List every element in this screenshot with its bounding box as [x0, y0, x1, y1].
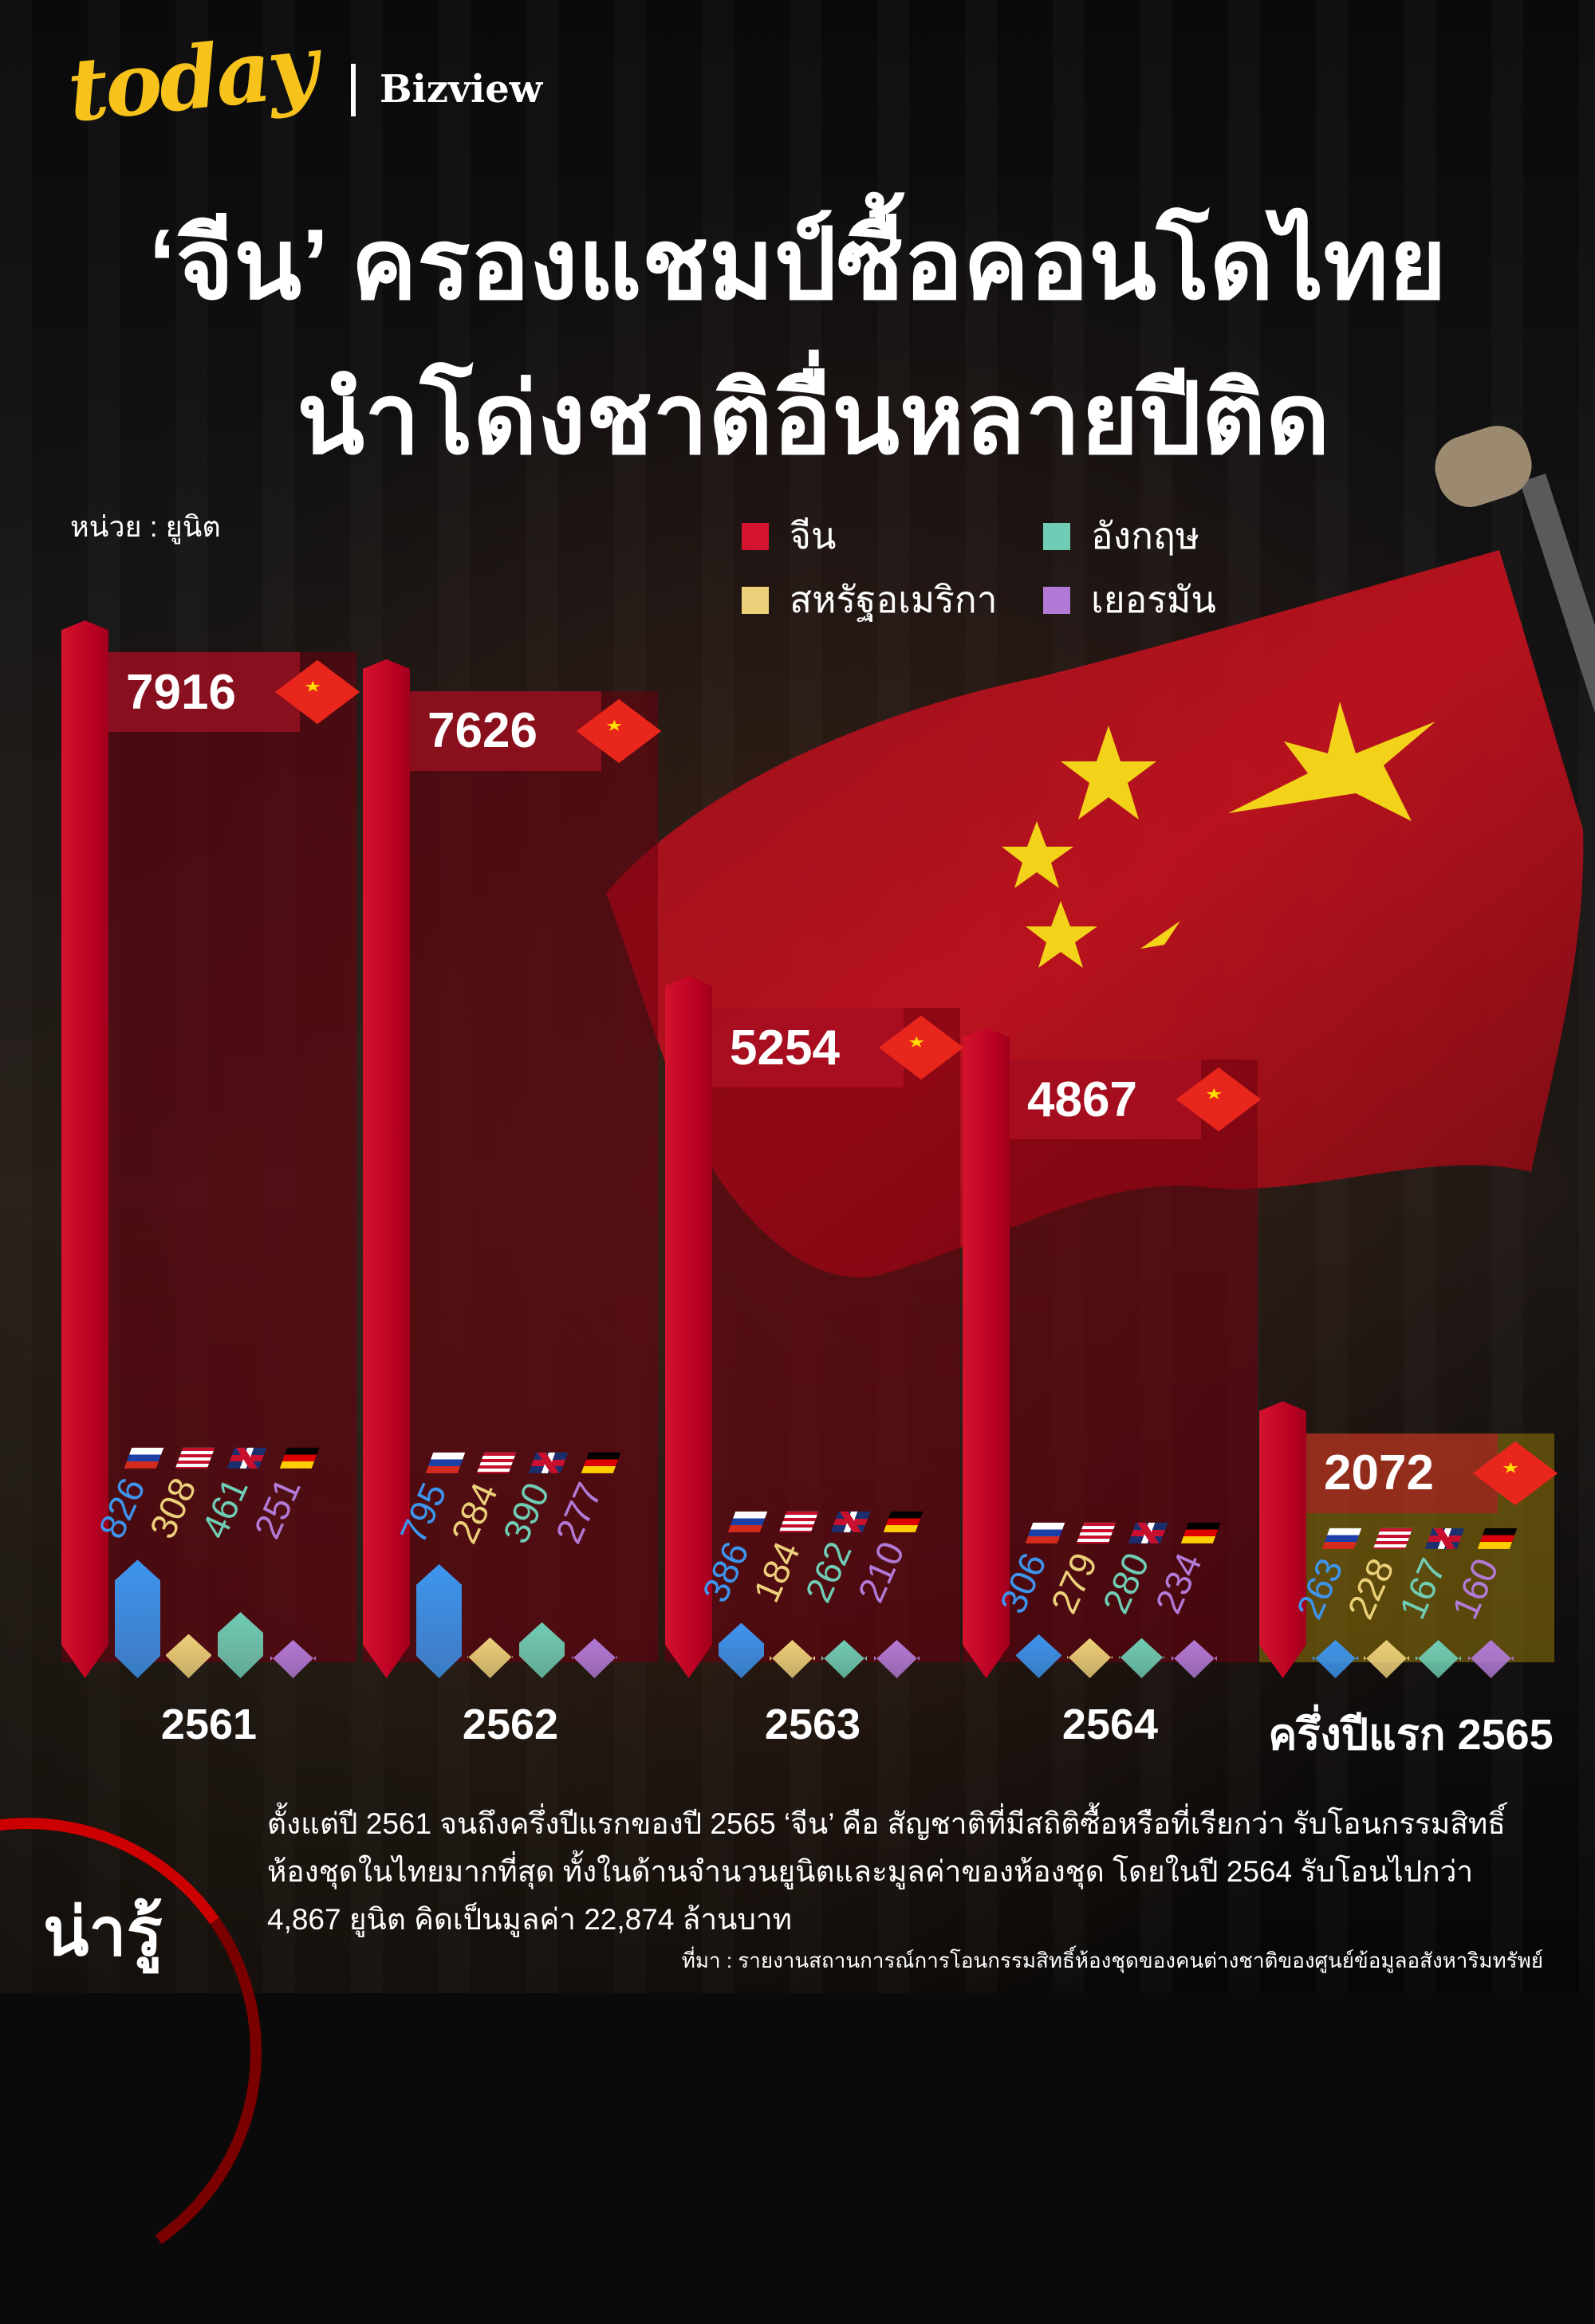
china-value-label: 7626 — [427, 703, 538, 759]
bar-russia — [115, 1559, 160, 1678]
bar-china — [963, 1028, 1010, 1678]
bar-china — [1259, 1402, 1306, 1678]
footer-paragraph: ตั้งแต่ปี 2561 จนถึงครึ่งปีแรกของปี 2565… — [267, 1807, 1506, 1936]
china-value-box: 7626 — [410, 690, 601, 771]
usa-flag-icon — [778, 1511, 819, 1532]
flag-star-icon: ★ — [1204, 1085, 1223, 1103]
bar-china — [61, 620, 108, 1678]
group-panel — [363, 690, 658, 1662]
legend-item-uk: อังกฤษ — [1043, 507, 1199, 565]
flag-star-icon: ★ — [605, 716, 624, 734]
x-tick-label: 2564 — [1061, 1701, 1159, 1748]
legend-swatch — [742, 586, 769, 614]
germany-flag-icon — [883, 1511, 924, 1532]
logo-divider — [351, 64, 356, 116]
legend-swatch — [1043, 586, 1070, 614]
usa-flag-icon — [1076, 1523, 1116, 1544]
china-value-label: 7916 — [126, 664, 236, 720]
usa-flag-icon — [476, 1453, 517, 1474]
footer-tag: น่ารู้ — [43, 1894, 163, 1969]
legend-item-germany: เยอรมัน — [1043, 571, 1216, 629]
source-note: ที่มา : รายงานสถานการณ์การโอนกรรมสิทธิ์ห… — [681, 1948, 1543, 1972]
footer-text: ตั้งแต่ปี 2561 จนถึงครึ่งปีแรกของปี 2565… — [267, 1800, 1543, 1974]
group-panel — [963, 1060, 1258, 1662]
uk-flag-icon — [226, 1448, 267, 1469]
legend-swatch — [742, 522, 769, 550]
flag-star-icon: ★ — [907, 1033, 926, 1051]
group-panel — [61, 652, 356, 1662]
bar-china — [363, 659, 410, 1678]
russia-flag-icon — [124, 1448, 164, 1469]
russia-flag-icon — [1321, 1528, 1362, 1550]
legend-swatch — [1043, 522, 1070, 550]
x-tick-label: ครึ่งปีแรก 2565 — [1268, 1711, 1554, 1759]
bizview-logo: Bizview — [380, 67, 543, 112]
germany-flag-icon — [581, 1453, 621, 1474]
title-line-1: ‘จีน’ ครองแชมป์ซื้อคอนโดไทย — [148, 210, 1447, 320]
china-value-box: 4867 — [1010, 1060, 1201, 1140]
usa-flag-icon — [175, 1448, 215, 1469]
china-value-label: 2072 — [1324, 1445, 1434, 1501]
legend-label: จีน — [790, 515, 837, 556]
uk-flag-icon — [528, 1453, 569, 1474]
china-value-box: 7916 — [108, 652, 300, 733]
unit-label: หน่วย : ยูนิต — [70, 510, 221, 543]
usa-flag-icon — [1372, 1528, 1413, 1550]
title-line-2: นำโด่งชาติอื่นหลายปีติด — [297, 364, 1330, 474]
x-tick-label: 2563 — [764, 1701, 861, 1748]
germany-flag-icon — [1180, 1523, 1221, 1544]
germany-flag-icon — [279, 1448, 320, 1469]
legend-item-china: จีน — [742, 507, 836, 565]
china-value-box: 5254 — [712, 1008, 904, 1088]
legend-label: สหรัฐอเมริกา — [790, 579, 998, 620]
russia-flag-icon — [727, 1511, 768, 1532]
bar-russia — [416, 1564, 462, 1678]
x-tick-label: 2561 — [160, 1701, 258, 1748]
china-value-label: 4867 — [1027, 1072, 1137, 1127]
china-value-label: 5254 — [730, 1020, 840, 1075]
group-panel — [665, 1008, 960, 1662]
flag-star-icon: ★ — [1501, 1458, 1520, 1477]
russia-flag-icon — [1025, 1523, 1065, 1544]
china-value-box: 2072 — [1306, 1433, 1498, 1513]
germany-flag-icon — [1477, 1528, 1518, 1550]
x-tick-label: 2562 — [462, 1701, 559, 1748]
legend-label: เยอรมัน — [1091, 579, 1216, 620]
legend-label: อังกฤษ — [1091, 515, 1200, 556]
flag-star-icon: ★ — [303, 678, 322, 695]
uk-flag-icon — [830, 1511, 871, 1532]
uk-flag-icon — [1424, 1528, 1465, 1550]
uk-flag-icon — [1128, 1523, 1168, 1544]
russia-flag-icon — [425, 1453, 466, 1474]
legend-item-usa: สหรัฐอเมริกา — [742, 571, 998, 629]
bar-china — [665, 976, 712, 1678]
